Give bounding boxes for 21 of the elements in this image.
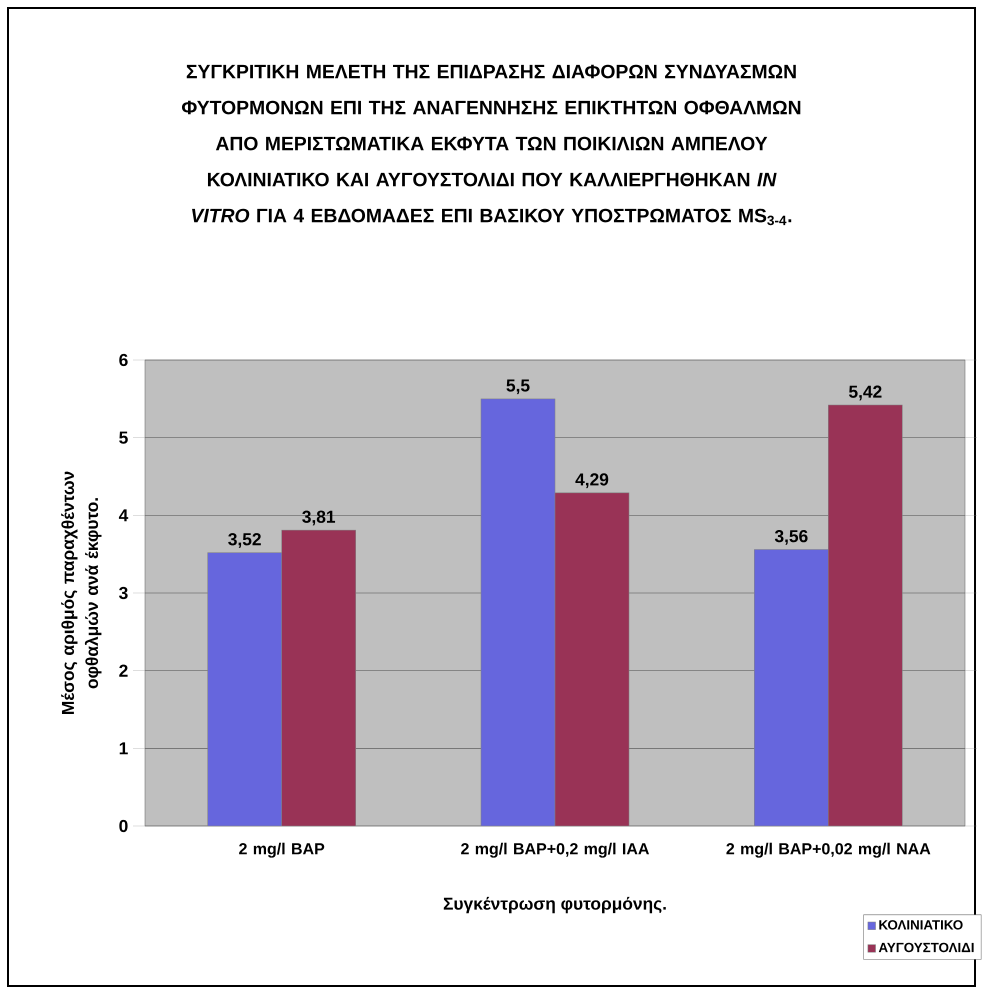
x-axis-title: Συγκέντρωση φυτορμόνης.	[444, 896, 666, 914]
data-label: 3,52	[228, 533, 261, 548]
y-axis-title: Μέσος αριθμός παραχθέντων οφθαλμών ανά έκφυτο.	[61, 472, 102, 714]
x-tick-label: 2 mg/l BAP+0,02 mg/l NAA	[726, 842, 930, 858]
legend-label: ΑΥΓΟΥΣΤΟΛΙΔΙ	[878, 942, 974, 952]
y-tick-label: 2	[119, 664, 128, 677]
y-tick-label: 3	[119, 586, 128, 600]
y-tick-label: 4	[118, 509, 128, 522]
y-tick-label: 6	[119, 354, 128, 366]
x-tick-label: 2 mg/l BAP	[239, 842, 324, 858]
data-label: 3,56	[774, 530, 808, 545]
y-tick-label: 0	[119, 820, 128, 832]
legend-label: ΚΟΛΙΝΙΑΤΙΚΟ	[879, 920, 963, 930]
chart-title: ΣΥΓΚΡΙΤΙΚΗ ΜΕΛΕΤΗ ΤΗΣ ΕΠΙΔΡΑΣΗΣ ΔΙΑΦΟΡΩΝ ΣΥΝΔΥΑΣΜΩΝ ΦΥΤΟΡΜΟΝΩΝ ΕΠΙ ΤΗΣ ΑΝΑΓΕΝΝΗΣΗΣ ΕΠΙΚΤΗΤΩΝ ΟΦΘΑΛΜΩΝ ΑΠΟ ΜΕΡΙΣΤΩΜΑΤΙΚΑ ΕΚΦΥΤΑ ΤΩΝ ΠΟΙΚΙΛΙΩΝ ΑΜΠΕΛΟΥ ΚΟΛΙΝΙΑΤΙΚΟ ΚΑΙ ΑΥΓΟΥΣΤΟΛΙΔΙ ΠΟΥ ΚΑΛΛΙΕΡΓΗΘΗΚΑΝ IN VITRO ΓΙΑ 4 ΕΒΔΟΜΑΔΕΣ ΕΠΙ ΒΑΣΙΚΟΥ ΥΠΟΣΤΡΩΜΑΤΟΣ MS$_{3-4}$.	[182, 64, 800, 226]
y-tick-label: 1	[120, 742, 128, 754]
data-label: 5,42	[849, 386, 882, 400]
y-tick-label: 5	[119, 432, 128, 444]
data-label: 5,5	[506, 380, 530, 394]
data-label: 3,81	[302, 510, 336, 526]
x-tick-label: 2 mg/l BAP+0,2 mg/l IAA	[461, 842, 650, 858]
data-label: 4,29	[575, 473, 608, 488]
